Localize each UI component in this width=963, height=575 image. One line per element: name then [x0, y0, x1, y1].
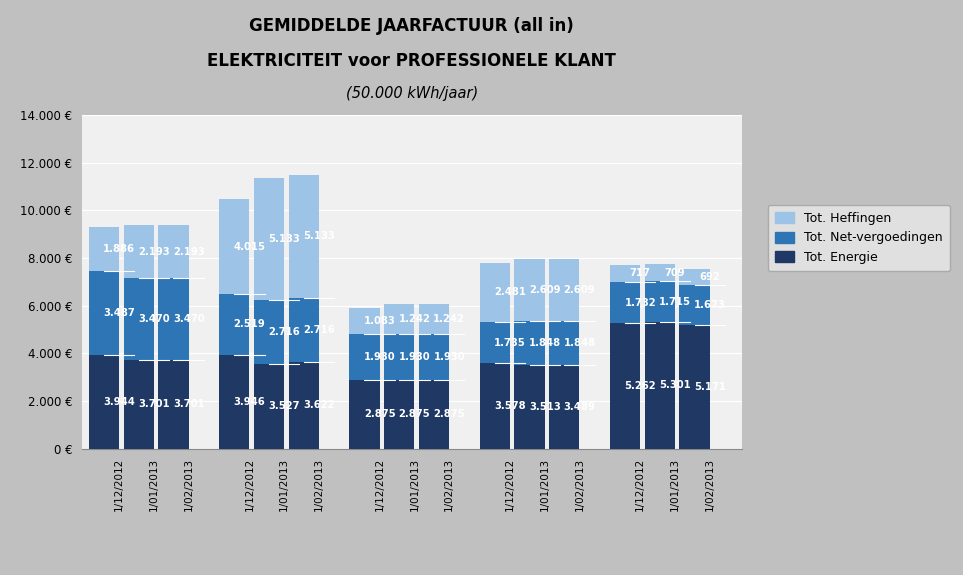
- Text: 717: 717: [630, 269, 651, 278]
- Text: 1.083: 1.083: [364, 316, 396, 326]
- Bar: [419, 334, 449, 380]
- Bar: [514, 259, 545, 321]
- Bar: [89, 355, 119, 448]
- Bar: [219, 199, 249, 294]
- Text: 2.481: 2.481: [494, 288, 526, 297]
- Bar: [384, 334, 414, 380]
- Text: 1.930: 1.930: [399, 352, 430, 362]
- Text: 1.242: 1.242: [433, 315, 465, 324]
- Text: 1.242: 1.242: [399, 315, 430, 324]
- Bar: [254, 365, 284, 448]
- Text: 3.487: 3.487: [103, 308, 135, 318]
- Text: 1.735: 1.735: [494, 338, 526, 348]
- Bar: [289, 175, 319, 297]
- Bar: [644, 264, 675, 281]
- Bar: [480, 363, 510, 448]
- Text: 2.193: 2.193: [172, 247, 204, 256]
- Bar: [680, 325, 710, 448]
- Text: 3.622: 3.622: [303, 400, 335, 411]
- Bar: [350, 308, 379, 334]
- Bar: [610, 265, 640, 282]
- Text: 5.133: 5.133: [303, 231, 335, 241]
- Bar: [158, 278, 189, 361]
- Bar: [219, 294, 249, 355]
- Text: 2.716: 2.716: [269, 327, 300, 337]
- Text: 1.848: 1.848: [529, 338, 560, 348]
- Bar: [289, 362, 319, 448]
- Bar: [419, 380, 449, 449]
- Text: 5.133: 5.133: [269, 233, 300, 244]
- Bar: [254, 178, 284, 300]
- Bar: [644, 322, 675, 449]
- Text: 2.193: 2.193: [138, 247, 169, 256]
- Text: 2.875: 2.875: [364, 409, 396, 419]
- Bar: [123, 225, 154, 278]
- Bar: [514, 365, 545, 448]
- Bar: [610, 282, 640, 323]
- Text: 1.930: 1.930: [364, 352, 396, 362]
- Text: GEMIDDELDE JAARFACTUUR (all in): GEMIDDELDE JAARFACTUUR (all in): [249, 17, 574, 35]
- Bar: [158, 225, 189, 278]
- Text: 2.519: 2.519: [233, 320, 265, 329]
- Text: 1.886: 1.886: [103, 244, 135, 254]
- Text: 3.489: 3.489: [563, 402, 595, 412]
- Text: 1.848: 1.848: [563, 338, 595, 348]
- Text: 3.578: 3.578: [494, 401, 526, 411]
- Text: 5.262: 5.262: [624, 381, 656, 391]
- Text: 3.701: 3.701: [138, 400, 169, 409]
- Bar: [419, 304, 449, 334]
- Text: 1.715: 1.715: [659, 297, 691, 307]
- Text: 2.609: 2.609: [563, 285, 595, 296]
- Bar: [384, 380, 414, 449]
- Text: 3.470: 3.470: [138, 314, 169, 324]
- Text: 3.527: 3.527: [269, 401, 299, 412]
- Bar: [549, 365, 580, 448]
- Text: 3.513: 3.513: [529, 402, 560, 412]
- Bar: [289, 297, 319, 362]
- Bar: [89, 271, 119, 355]
- Text: 3.701: 3.701: [172, 400, 204, 409]
- Text: 709: 709: [664, 268, 686, 278]
- Text: ELEKTRICITEIT voor PROFESSIONELE KLANT: ELEKTRICITEIT voor PROFESSIONELE KLANT: [207, 52, 616, 70]
- Text: 692: 692: [699, 272, 720, 282]
- Bar: [384, 304, 414, 334]
- Bar: [123, 278, 154, 361]
- Bar: [610, 323, 640, 448]
- Bar: [158, 361, 189, 448]
- Bar: [549, 259, 580, 321]
- Text: 2.609: 2.609: [529, 285, 560, 295]
- Text: 5.171: 5.171: [693, 382, 726, 392]
- Text: 1.930: 1.930: [433, 352, 465, 362]
- Text: 3.946: 3.946: [233, 397, 265, 407]
- Bar: [644, 281, 675, 322]
- Text: 2.875: 2.875: [433, 409, 465, 419]
- Bar: [350, 380, 379, 449]
- Bar: [680, 285, 710, 325]
- Legend: Tot. Heffingen, Tot. Net-vergoedingen, Tot. Energie: Tot. Heffingen, Tot. Net-vergoedingen, T…: [768, 205, 950, 271]
- Bar: [123, 361, 154, 448]
- Text: 5.301: 5.301: [659, 380, 690, 390]
- Bar: [219, 355, 249, 448]
- Text: 4.015: 4.015: [233, 242, 266, 252]
- Bar: [480, 263, 510, 322]
- Text: 2.716: 2.716: [303, 325, 335, 335]
- Bar: [480, 322, 510, 363]
- Text: 3.470: 3.470: [172, 314, 204, 324]
- Bar: [254, 300, 284, 365]
- Text: 3.944: 3.944: [103, 397, 135, 407]
- Bar: [680, 269, 710, 285]
- Text: (50.000 kWh/jaar): (50.000 kWh/jaar): [346, 86, 478, 101]
- Bar: [350, 334, 379, 380]
- Text: 2.875: 2.875: [399, 409, 430, 419]
- Bar: [89, 227, 119, 271]
- Text: 1.673: 1.673: [694, 300, 726, 311]
- Bar: [514, 321, 545, 365]
- Text: 1.732: 1.732: [624, 297, 656, 308]
- Bar: [549, 321, 580, 365]
